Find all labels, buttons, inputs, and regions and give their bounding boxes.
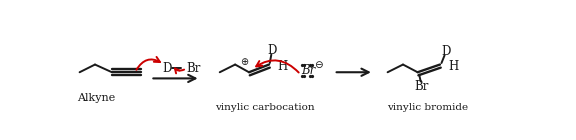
Text: D: D <box>267 44 277 57</box>
Text: D: D <box>162 62 172 75</box>
Text: $\oplus$: $\oplus$ <box>240 56 249 67</box>
Text: H: H <box>449 60 459 73</box>
Text: vinylic carbocation: vinylic carbocation <box>215 103 314 112</box>
Text: Br: Br <box>414 80 429 93</box>
Text: D: D <box>441 45 451 58</box>
Text: Br: Br <box>301 64 316 77</box>
Text: H: H <box>278 60 288 73</box>
Text: Alkyne: Alkyne <box>77 93 116 103</box>
Text: $\ominus$: $\ominus$ <box>314 59 324 70</box>
Text: Br: Br <box>187 62 201 75</box>
Text: vinylic bromide: vinylic bromide <box>387 103 468 112</box>
